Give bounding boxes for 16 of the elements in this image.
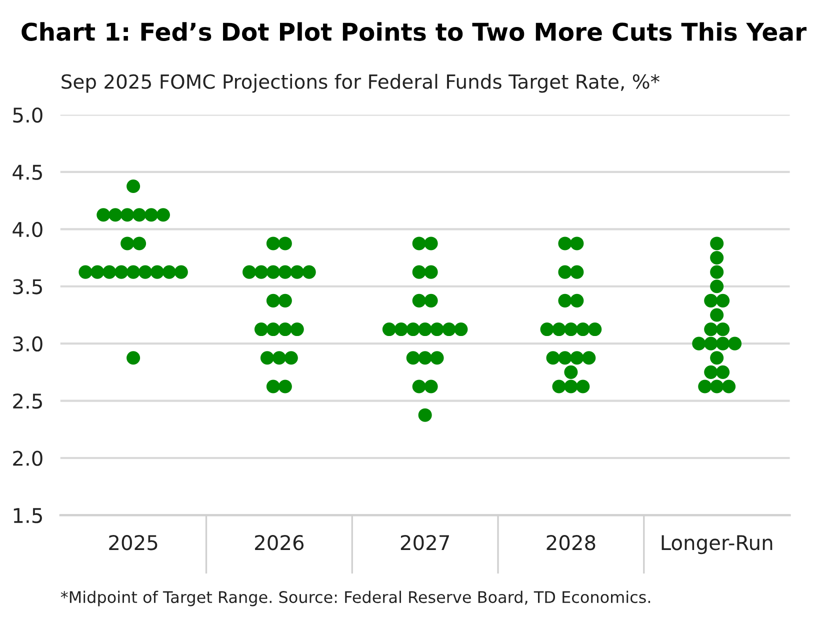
y-tick-label: 2.0 (13, 450, 42, 466)
y-tick-label: 1.5 (14, 508, 42, 524)
y-tick-label: 4.5 (12, 164, 42, 180)
y-tick-label: 3.0 (13, 336, 42, 352)
text: *Midpoint of Target Range. Source: Federal Reserve Board, TD Economics. (60, 590, 650, 606)
x-tick-label: 2025 (109, 534, 158, 550)
y-tick-label: 3.5 (13, 279, 42, 294)
chart-title: Chart 1: Fed’s Dot Plot Points to Two More Cuts This Year (22, 22, 807, 41)
chart-subtitle: Sep 2025 FOMC Projections for Federal Funds Target Rate, %* (62, 74, 660, 93)
y-tick-label: 4.0 (12, 222, 42, 238)
y-tick-label: 5.0 (13, 107, 42, 123)
x-tick-label: 2027 (400, 534, 449, 550)
x-tick-label: 2028 (546, 534, 596, 550)
x-tick-label: 2026 (255, 534, 304, 550)
x-tick-label: Longer-Run (662, 535, 772, 554)
y-tick-label: 2.5 (13, 393, 42, 409)
